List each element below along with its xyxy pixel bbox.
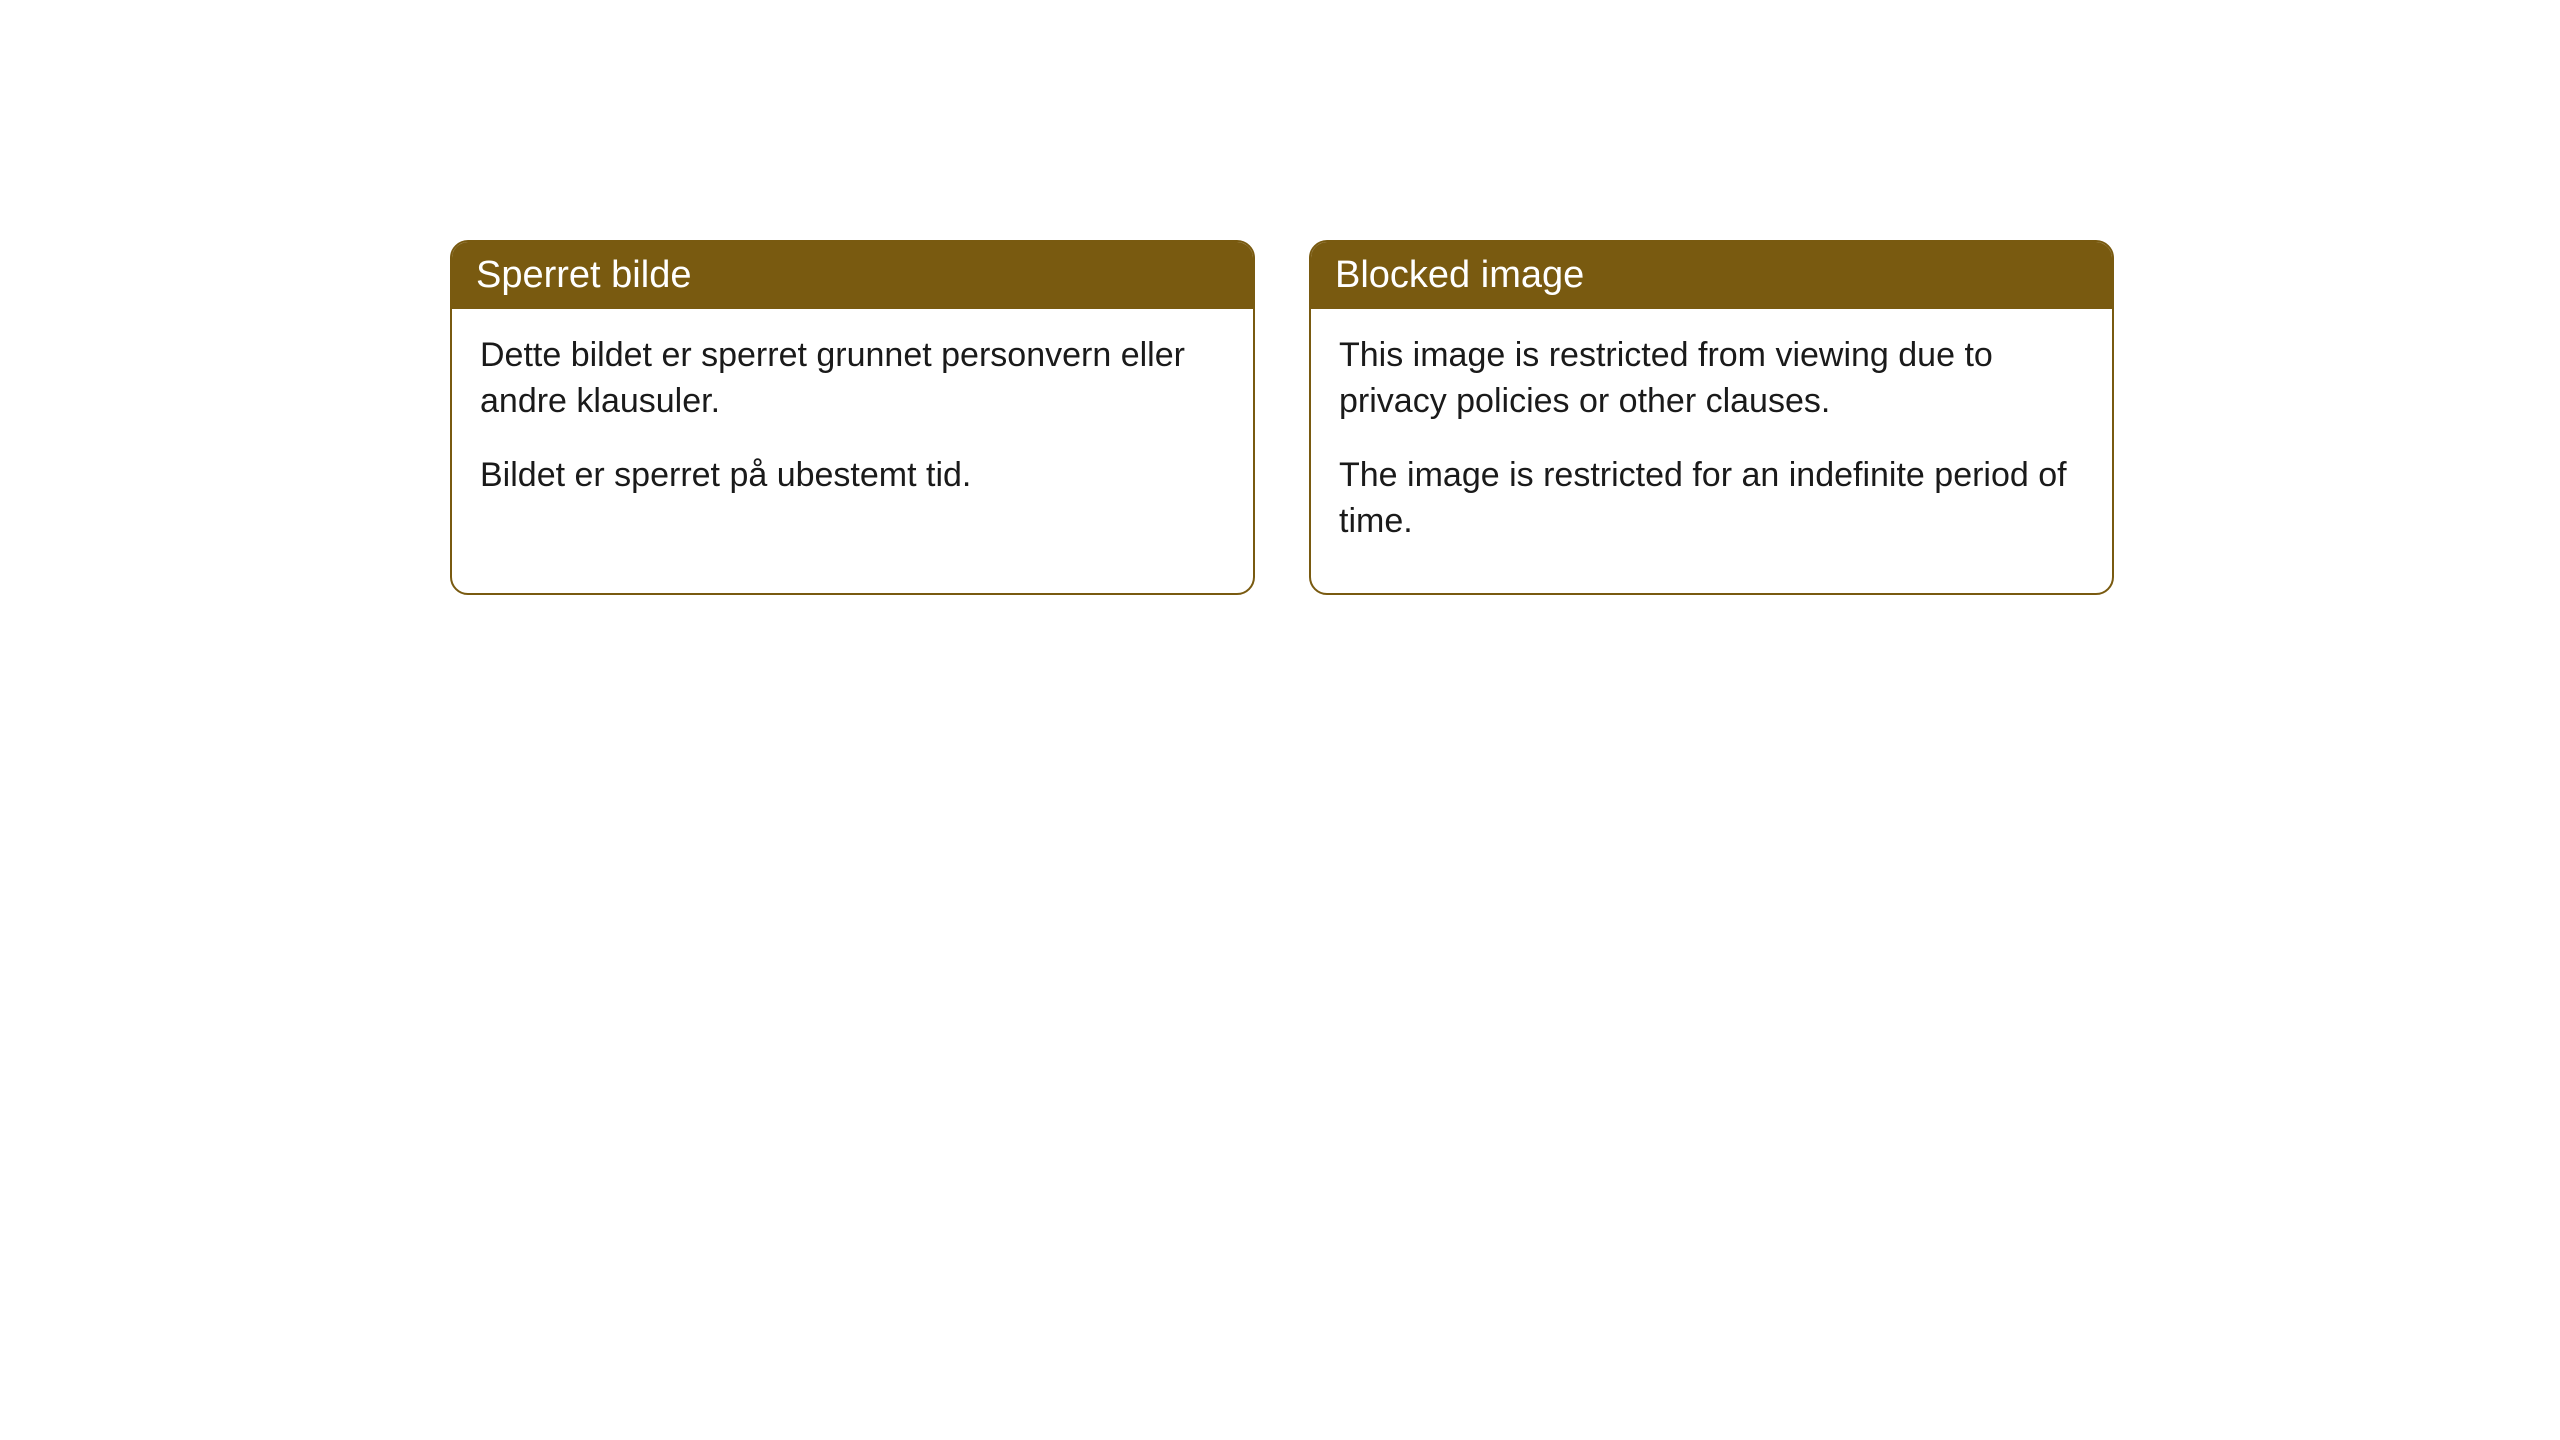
notice-card-norwegian: Sperret bilde Dette bildet er sperret gr…: [450, 240, 1255, 595]
card-paragraph: Bildet er sperret på ubestemt tid.: [480, 453, 1225, 499]
card-body: Dette bildet er sperret grunnet personve…: [452, 309, 1253, 547]
card-header: Sperret bilde: [452, 242, 1253, 309]
notice-card-english: Blocked image This image is restricted f…: [1309, 240, 2114, 595]
card-header: Blocked image: [1311, 242, 2112, 309]
card-paragraph: This image is restricted from viewing du…: [1339, 333, 2084, 425]
card-body: This image is restricted from viewing du…: [1311, 309, 2112, 593]
notice-container: Sperret bilde Dette bildet er sperret gr…: [450, 240, 2560, 595]
card-paragraph: The image is restricted for an indefinit…: [1339, 453, 2084, 545]
card-paragraph: Dette bildet er sperret grunnet personve…: [480, 333, 1225, 425]
